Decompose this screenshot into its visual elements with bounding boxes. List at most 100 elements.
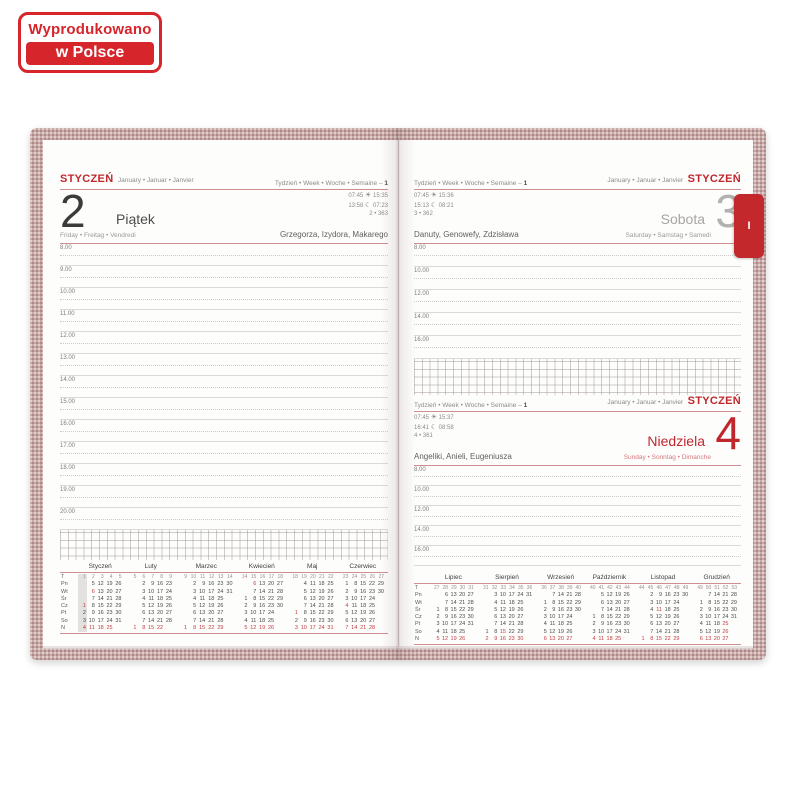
mini-month: Sierpień 31 32 33 34 35 36 3 10 17 24 31 4 11 18 25 5 12 1… bbox=[477, 574, 537, 644]
name-day-list: Grzegorza, Izydora, Makarego bbox=[279, 230, 388, 239]
calendar-cell: 22 bbox=[327, 574, 334, 580]
calendar-cell: 19 bbox=[208, 603, 215, 610]
calendar-cell: 6 bbox=[699, 636, 703, 643]
calendar-cell: 25 bbox=[368, 603, 376, 610]
hour-label: 14.00 bbox=[414, 527, 430, 533]
calendar-cell: 19 bbox=[615, 592, 622, 599]
notes-grid bbox=[60, 530, 388, 560]
calendar-cell: 39 bbox=[566, 585, 573, 591]
calendar-cell: 6 bbox=[494, 614, 498, 621]
hour-slot: 13.00 bbox=[60, 354, 388, 376]
calendar-cell: 11 bbox=[310, 581, 316, 588]
calendar-cell: 1 bbox=[345, 581, 349, 588]
calendar-cell: Śr bbox=[415, 606, 421, 613]
calendar-cell: 27 bbox=[467, 592, 474, 599]
hour-slot: 10.00 bbox=[414, 267, 741, 290]
mini-month: Grudzień 49 50 51 52 53 7 14 21 28 1 8 15 22 29 2 9 16 23 3… bbox=[692, 574, 741, 644]
calendar-cell: 3 bbox=[699, 614, 703, 621]
calendar-cell: 5 bbox=[494, 606, 498, 613]
calendar-cell: 14 bbox=[241, 574, 248, 580]
calendar-cell: 24 bbox=[517, 592, 524, 599]
moon-icon: ☾ bbox=[365, 200, 372, 209]
calendar-cell bbox=[525, 629, 534, 636]
calendar-cell: 16 bbox=[664, 592, 671, 599]
calendar-cell: 15 bbox=[250, 574, 257, 580]
calendar-cell: 16 bbox=[557, 606, 564, 613]
calendar-cell: 47 bbox=[665, 585, 671, 591]
calendar-cell: 20 bbox=[318, 595, 325, 602]
calendar-cell: 2 bbox=[699, 606, 703, 613]
calendar-cell: 18 bbox=[208, 595, 215, 602]
calendar-cell: 4 bbox=[699, 621, 703, 628]
calendar-cell: 15 bbox=[557, 599, 564, 606]
calendar-cell: 4 bbox=[494, 599, 498, 606]
calendar-cell: 4 bbox=[193, 595, 197, 602]
calendar-cell: 9 bbox=[494, 636, 498, 643]
calendar-cell: 15 bbox=[655, 636, 662, 643]
calendar-cell: 16 bbox=[97, 610, 104, 617]
calendar-cell bbox=[164, 625, 173, 632]
calendar-cell: 27 bbox=[566, 636, 573, 643]
calendar-cell: 18 bbox=[557, 621, 564, 628]
calendar-cell: 15 bbox=[606, 614, 613, 621]
calendar-cell: 27 bbox=[517, 614, 524, 621]
sunday-day-block: 07:45 ☀ 15:37 16:41 ☾ 08:58 4 • 361 4 Ni… bbox=[414, 409, 741, 466]
hour-slot: 16.00 bbox=[414, 336, 741, 359]
calendar-cell: 14 bbox=[499, 621, 506, 628]
calendar-cell: 31 bbox=[327, 625, 334, 632]
notes-grid bbox=[414, 359, 741, 395]
calendar-cell: 11 bbox=[549, 621, 556, 628]
month-name-pl: STYCZEŃ bbox=[687, 395, 741, 407]
mini-month-name: Sierpień bbox=[477, 574, 537, 584]
calendar-cell: 28 bbox=[467, 599, 474, 606]
calendar-cell: 13 bbox=[148, 610, 155, 617]
calendar-cell: 22 bbox=[664, 636, 671, 643]
hour-slot: 9.00 bbox=[60, 266, 388, 288]
calendar-cell: 9 bbox=[354, 588, 358, 595]
calendar-cell bbox=[573, 629, 582, 636]
calendar-cell: 1 bbox=[485, 628, 489, 635]
calendar-cell: 42 bbox=[607, 585, 613, 591]
calendar-cell: 50 bbox=[705, 585, 712, 591]
calendar-cell: 17 bbox=[606, 628, 613, 635]
calendar-cell: 23 bbox=[459, 614, 466, 621]
calendar-cell: 10 bbox=[351, 595, 358, 602]
calendar-cell: 5 bbox=[345, 610, 349, 617]
calendar-cell: 28 bbox=[327, 603, 334, 610]
calendar-cell: 30 bbox=[517, 636, 524, 643]
day-name-pl: Sobota bbox=[660, 211, 705, 227]
calendar-cell: T bbox=[61, 574, 65, 580]
calendar-cell: 5 bbox=[699, 628, 703, 635]
calendar-cell: 36 bbox=[526, 585, 533, 591]
calendar-cell: 19 bbox=[259, 625, 266, 632]
calendar-cell bbox=[290, 589, 299, 596]
calendar-cell: 4 bbox=[592, 636, 596, 643]
day-name-intl: Friday • Freitag • Vendredi bbox=[60, 232, 136, 239]
hour-slot: 16.00 bbox=[60, 420, 388, 442]
calendar-cell: 20 bbox=[713, 636, 720, 643]
calendar-cell bbox=[224, 603, 233, 610]
calendar-cell: 18 bbox=[156, 595, 164, 602]
calendar-cell: 21 bbox=[319, 574, 325, 580]
calendar-cell: 18 bbox=[606, 636, 613, 643]
calendar-cell bbox=[275, 610, 284, 617]
calendar-cell: 22 bbox=[208, 625, 215, 632]
hour-label: 16.00 bbox=[414, 547, 430, 553]
day-name-intl: Sunday • Sonntag • Dimanche bbox=[623, 454, 711, 461]
calendar-cell bbox=[240, 581, 249, 588]
calendar-cell: 10 bbox=[199, 588, 206, 595]
calendar-cell: 29 bbox=[217, 625, 224, 632]
calendar-cell: 11 bbox=[89, 625, 95, 632]
calendar-cell: 15 bbox=[499, 628, 506, 635]
hour-slot: 8.00 bbox=[414, 244, 741, 267]
calendar-cell: 30 bbox=[377, 588, 384, 595]
calendar-cell: 10 bbox=[441, 621, 449, 628]
calendar-cell: 13 bbox=[655, 621, 662, 628]
mini-month: Kwiecień 14 15 16 17 18 6 13 20 27 7 14 21 28 1 8 15 22 29… bbox=[236, 563, 288, 633]
calendar-cell: 26 bbox=[623, 592, 630, 599]
calendar-cell: 3 bbox=[244, 610, 248, 617]
day-name-pl: Piątek bbox=[116, 211, 155, 227]
calendar-cell: 25 bbox=[106, 625, 113, 632]
calendar-cell: 30 bbox=[115, 610, 122, 617]
calendar-cell: 31 bbox=[482, 585, 489, 591]
